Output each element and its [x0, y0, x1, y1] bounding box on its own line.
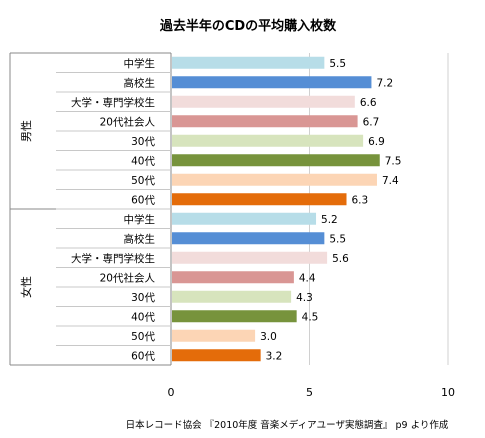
bar [172, 212, 317, 225]
category-label: 60代 [131, 350, 155, 362]
category-label: 30代 [131, 292, 155, 304]
category-label: 大学・専門学校生 [71, 252, 155, 265]
data-label: 4.3 [296, 292, 313, 304]
bar [172, 193, 347, 206]
data-label: 5.5 [329, 233, 346, 245]
bar [172, 271, 294, 284]
data-label: 3.0 [260, 331, 277, 343]
data-label: 7.2 [376, 77, 393, 89]
category-label: 60代 [131, 194, 155, 206]
bar [172, 251, 328, 264]
category-label: 高校生 [124, 232, 156, 245]
data-label: 5.6 [332, 253, 349, 265]
data-label: 6.6 [360, 97, 377, 109]
plot-area: 中学生 5.5 高校生 7.2 大学・専門学校生 6.6 20代社会人 6.7 30代 6.9 40… [9, 52, 455, 399]
category-label: 中学生 [124, 213, 156, 226]
category-label: 30代 [131, 136, 155, 148]
group-label: 男性 [19, 120, 33, 142]
category-label: 40代 [131, 155, 155, 167]
data-label: 3.2 [266, 350, 283, 362]
bar [172, 154, 380, 167]
category-label: 20代社会人 [100, 271, 156, 284]
bar [172, 134, 364, 147]
bar [172, 173, 377, 186]
bar [172, 290, 292, 303]
bar [172, 310, 297, 323]
x-tick-label: 5 [306, 386, 313, 399]
chart-source: 日本レコード協会 『2010年度 音楽メディアユーザ実態調査』 p9 より作成 [126, 419, 449, 431]
bar [172, 349, 261, 362]
category-label: 20代社会人 [100, 115, 156, 128]
bar [172, 76, 372, 89]
category-label: 中学生 [124, 57, 156, 70]
x-tick-label: 0 [168, 386, 175, 399]
x-tick-label: 10 [441, 386, 455, 399]
data-label: 6.7 [363, 116, 380, 128]
data-label: 6.3 [352, 194, 369, 206]
bar [172, 95, 355, 108]
bar [172, 115, 358, 128]
data-label: 4.4 [299, 272, 316, 284]
group-label: 女性 [19, 276, 33, 298]
category-label: 高校生 [124, 76, 156, 89]
category-label: 50代 [131, 175, 155, 187]
data-label: 7.4 [382, 175, 399, 187]
data-label: 6.9 [368, 136, 385, 148]
category-label: 50代 [131, 331, 155, 343]
data-label: 5.5 [329, 58, 346, 70]
chart-title: 過去半年のCDの平均購入枚数 [159, 18, 337, 34]
data-label: 4.5 [302, 311, 319, 323]
data-label: 7.5 [385, 155, 402, 167]
category-label: 大学・専門学校生 [71, 96, 155, 109]
bar [172, 56, 325, 69]
bar [172, 329, 256, 342]
data-label: 5.2 [321, 214, 338, 226]
category-label: 40代 [131, 311, 155, 323]
bar [172, 232, 325, 245]
